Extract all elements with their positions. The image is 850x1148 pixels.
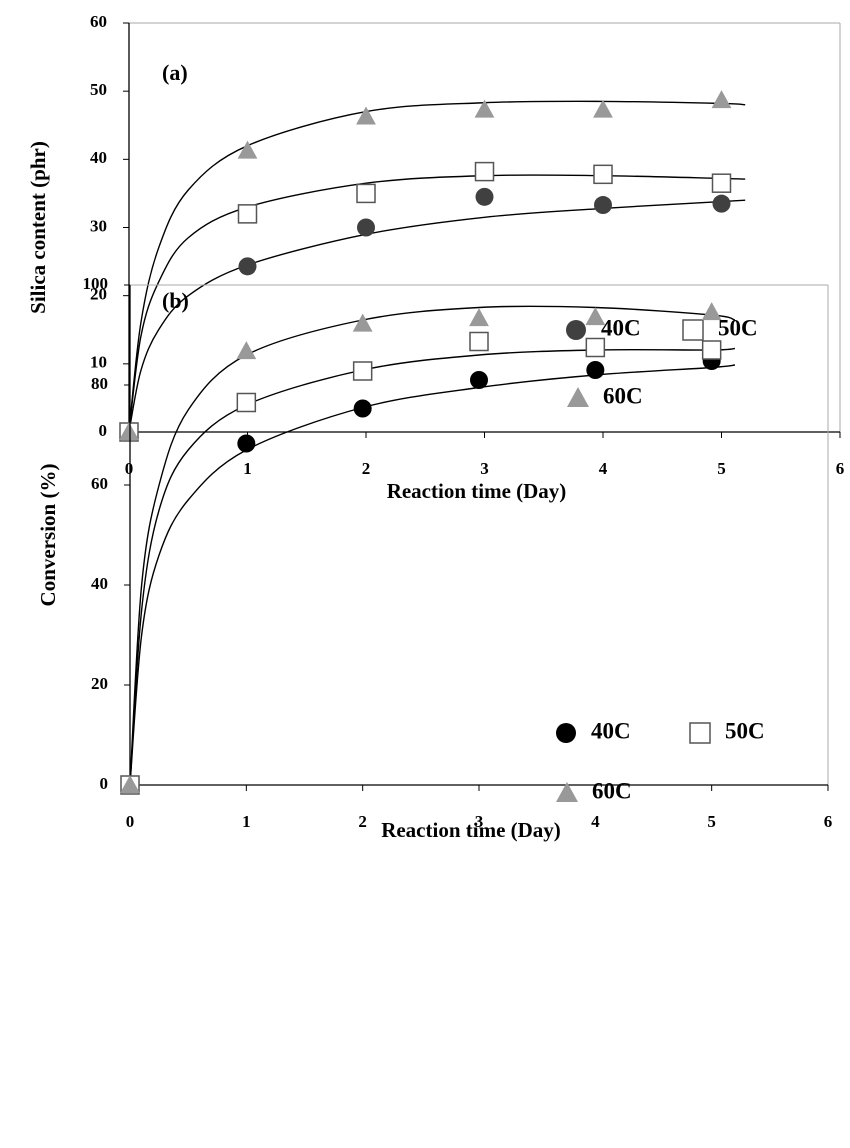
data-point bbox=[352, 361, 373, 381]
legend-marker bbox=[567, 387, 589, 407]
x-tick-label: 2 bbox=[362, 459, 371, 478]
data-point bbox=[120, 775, 140, 794]
fit-curve bbox=[128, 199, 746, 433]
data-point bbox=[119, 422, 139, 441]
legend-marker bbox=[556, 782, 578, 802]
data-point bbox=[475, 187, 494, 206]
x-axis-title: Reaction time (Day) bbox=[381, 818, 561, 842]
data-point bbox=[594, 196, 612, 215]
legend-marker bbox=[566, 320, 586, 340]
x-tick-label: 6 bbox=[836, 459, 845, 478]
legend-label: 60C bbox=[603, 383, 643, 408]
x-tick-label: 4 bbox=[599, 459, 608, 478]
fit-curve bbox=[129, 364, 736, 786]
data-point bbox=[469, 308, 489, 327]
y-axis-title: Silica content (phr) bbox=[26, 141, 50, 314]
x-tick-label: 3 bbox=[475, 812, 484, 831]
data-point bbox=[593, 164, 613, 185]
legend-label: 50C bbox=[718, 315, 758, 340]
legend-marker bbox=[682, 319, 704, 341]
data-point bbox=[237, 204, 258, 224]
y-tick-label: 40 bbox=[91, 574, 108, 593]
y-tick-label: 50 bbox=[90, 80, 107, 99]
data-point bbox=[474, 161, 495, 182]
fit-curve bbox=[129, 305, 736, 786]
y-tick-label: 20 bbox=[90, 285, 107, 304]
data-point bbox=[701, 302, 722, 321]
x-tick-label: 0 bbox=[126, 812, 135, 831]
y-tick-label: 60 bbox=[90, 12, 107, 31]
data-point bbox=[356, 106, 376, 125]
fit-curve bbox=[129, 347, 735, 786]
y-tick-label: 0 bbox=[100, 774, 109, 793]
x-axis-title: Reaction time (Day) bbox=[387, 479, 567, 503]
data-point bbox=[353, 399, 372, 418]
legend-marker bbox=[556, 723, 576, 743]
data-point bbox=[237, 434, 256, 453]
data-point bbox=[593, 99, 613, 118]
data-point bbox=[585, 307, 606, 326]
data-point bbox=[701, 340, 722, 360]
y-tick-label: 80 bbox=[91, 374, 108, 393]
y-tick-label: 0 bbox=[99, 421, 108, 440]
data-point bbox=[711, 173, 732, 193]
panel-label: (a) bbox=[162, 60, 188, 85]
data-point bbox=[238, 257, 257, 276]
y-tick-label: 60 bbox=[91, 474, 108, 493]
fit-curve bbox=[128, 174, 746, 433]
x-tick-label: 6 bbox=[824, 812, 833, 831]
data-point bbox=[357, 218, 375, 237]
data-point bbox=[712, 194, 731, 213]
y-tick-label: 10 bbox=[90, 353, 107, 372]
legend-label: 40C bbox=[591, 718, 631, 743]
legend-label: 50C bbox=[725, 718, 765, 743]
data-point bbox=[586, 361, 605, 379]
y-tick-label: 100 bbox=[83, 274, 109, 293]
fit-curve bbox=[128, 100, 746, 433]
y-axis-title: Conversion (%) bbox=[36, 464, 60, 607]
panel-label: (b) bbox=[162, 288, 189, 313]
legend-label: 60C bbox=[592, 778, 632, 803]
x-tick-label: 1 bbox=[243, 459, 252, 478]
data-point bbox=[237, 140, 258, 159]
x-tick-label: 0 bbox=[125, 459, 134, 478]
y-tick-label: 40 bbox=[90, 148, 107, 167]
data-point bbox=[585, 337, 606, 358]
x-tick-label: 2 bbox=[358, 812, 367, 831]
data-point bbox=[352, 313, 373, 332]
x-tick-label: 3 bbox=[480, 459, 489, 478]
data-point bbox=[236, 341, 257, 360]
data-point bbox=[470, 371, 488, 389]
x-tick-label: 5 bbox=[717, 459, 726, 478]
data-point bbox=[236, 392, 257, 413]
y-tick-label: 20 bbox=[91, 674, 108, 693]
legend-marker bbox=[689, 722, 711, 744]
data-point bbox=[474, 99, 495, 118]
data-point bbox=[356, 183, 376, 204]
data-point bbox=[469, 331, 489, 352]
y-tick-label: 30 bbox=[90, 216, 107, 235]
legend-label: 40C bbox=[601, 315, 641, 340]
x-tick-label: 4 bbox=[591, 812, 600, 831]
x-tick-label: 1 bbox=[242, 812, 251, 831]
x-tick-label: 5 bbox=[707, 812, 716, 831]
data-point bbox=[711, 90, 732, 109]
